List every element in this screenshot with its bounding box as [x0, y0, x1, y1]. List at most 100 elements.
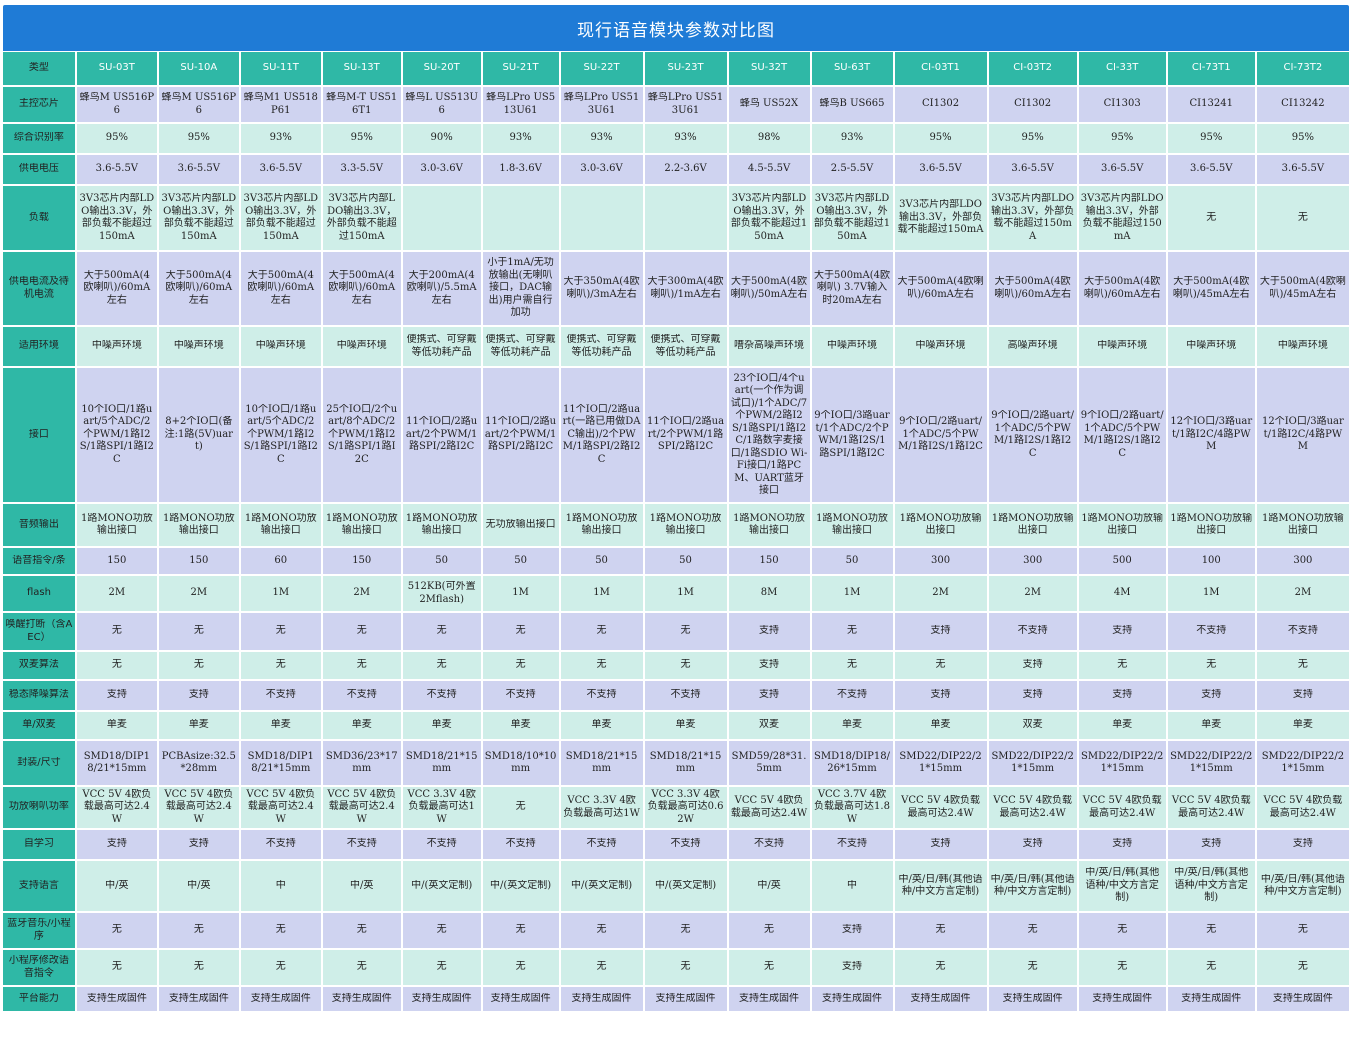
table-cell-text: 无 — [275, 659, 286, 671]
table-cell-text: 无功放输出接口 — [485, 518, 556, 530]
table-cell-text: 蜂鸟LPro US513U61 — [486, 92, 556, 116]
table-cell-text: 300 — [1293, 554, 1313, 566]
table-cell-text: 中噪声环境 — [915, 340, 966, 352]
model-header-text: SU-23T — [667, 62, 704, 74]
row-label-text: 唤醒打断（含AEC） — [5, 619, 73, 643]
table-cell-text: 50 — [595, 554, 608, 566]
row-label: 支持语言 — [3, 861, 75, 911]
table-cell: 3.6-5.5V — [76, 155, 157, 184]
table-row: 接口 10个IO口/1路uart/5个ADC/2个PWM/1路I2S/1路SPI/… — [3, 368, 1349, 502]
table-cell: 不支持 — [560, 830, 643, 859]
table-cell: 1路MONO功放输出接口 — [76, 504, 157, 546]
table-cell: 无 — [1256, 913, 1349, 948]
table-cell-text: SMD18/21*15mm — [649, 750, 722, 775]
table-cell-text: 中噪声环境 — [827, 340, 877, 352]
table-cell-text: 中/英 — [757, 879, 781, 891]
table-cell-text: 大于500mA(4欧喇叭)/50mA左右 — [730, 276, 808, 300]
table-cell: 无 — [811, 652, 893, 679]
table-cell-text: 9个IO口/2路uart/1个ADC/5个PWM/1路I2S/1路I2C — [991, 410, 1075, 459]
table-cell: 3V3芯片内部LDO输出3.3V，外部负载不能超过150mA — [728, 186, 810, 250]
table-cell: 不支持 — [811, 681, 893, 710]
table-cell: 3.6-5.5V — [158, 155, 239, 184]
table-cell-text: 2M — [1294, 587, 1312, 599]
row-label: 主控芯片 — [3, 87, 75, 122]
table-cell-text: 单麦 — [1201, 719, 1222, 731]
table-cell-text: 大于500mA(4欧喇叭)/45mA左右 — [1259, 276, 1346, 300]
table-cell-text: 2M — [1024, 587, 1041, 599]
table-cell-text: 无 — [193, 625, 204, 637]
table-cell: 93% — [811, 124, 893, 153]
table-cell: 10个IO口/1路uart/5个ADC/2个PWM/1路I2S/1路SPI/1路… — [76, 368, 157, 502]
table-cell-text: 高噪声环境 — [1007, 340, 1058, 352]
model-header-text: CI-73T1 — [1191, 62, 1231, 74]
table-cell-text: 中/英/日/韩(其他语种/中文方言定制) — [1085, 867, 1160, 904]
table-cell: 1.8-3.6V — [482, 155, 559, 184]
table-cell: 支持 — [1167, 830, 1255, 859]
table-cell-text: 嘈杂高噪声环境 — [734, 340, 805, 352]
table-cell-text: 1路MONO功放输出接口 — [244, 512, 317, 537]
table-cell-text: 单麦 — [351, 719, 372, 731]
table-cell-text: 11个IO口/2路uart(一路已用做DAC输出)/2个PWM/1路SPI/2路… — [562, 403, 641, 465]
table-cell-text: 大于500mA(4欧喇叭)/60mA左右 — [897, 276, 984, 300]
table-cell: 中/英 — [158, 861, 239, 911]
comparison-table: 类型 SU-03T SU-10A SU-11T SU-13T SU-20T SU-21T SU… — [1, 50, 1351, 1013]
table-cell-text: 便携式、可穿戴等低功耗产品 — [650, 334, 721, 358]
table-cell: SMD18/21*15mm — [402, 741, 481, 785]
table-cell: 无 — [158, 950, 239, 985]
table-cell: 93% — [482, 124, 559, 153]
row-label-text: 小程序修改语音指令 — [8, 955, 69, 979]
table-cell-text: 无 — [1297, 961, 1308, 973]
table-cell: 150 — [322, 548, 401, 574]
table-cell: 无 — [728, 913, 810, 948]
table-cell-text: 支持 — [1022, 689, 1043, 701]
table-cell: 3V3芯片内部LDO输出3.3V，外部负载不能超过150mA — [1078, 186, 1166, 250]
table-cell: VCC 5V 4欧负载最高可达2.4W — [728, 787, 810, 828]
table-cell: 无 — [1078, 913, 1166, 948]
table-cell-text: 8+2个IO口(备注:1路(5V)uart) — [164, 416, 233, 453]
table-cell-text: 1路MONO功放输出接口 — [899, 512, 982, 537]
table-cell: 4.5-5.5V — [728, 155, 810, 184]
table-cell-text: VCC 5V 4欧负载最高可达2.4W — [1082, 795, 1162, 819]
table-cell-text: 1路MONO功放输出接口 — [733, 512, 805, 537]
table-cell-text: 支持 — [1112, 689, 1133, 701]
table-cell-text: 1路MONO功放输出接口 — [162, 512, 235, 537]
table-cell-text: 支持 — [759, 625, 780, 637]
table-cell: 中噪声环境 — [158, 327, 239, 366]
table-cell-text: 3.6-5.5V — [177, 163, 221, 175]
table-cell-text: 支持生成固件 — [1181, 992, 1242, 1004]
table-cell-text: 512KB(可外置2Mflash) — [407, 581, 476, 605]
table-cell-text: 1路MONO功放输出接口 — [816, 512, 888, 537]
table-cell-text: 单麦 — [591, 719, 612, 731]
table-cell-text: CI1302 — [922, 98, 960, 110]
table-cell: 50 — [560, 548, 643, 574]
table-cell-text: 支持 — [188, 838, 209, 850]
table-cell-text: 蜂鸟LPro US513U61 — [647, 92, 724, 116]
table-cell: 不支持 — [322, 830, 401, 859]
row-label-text: 语音指令/条 — [12, 554, 66, 566]
table-cell: 1M — [560, 576, 643, 611]
table-cell: 支持 — [1078, 830, 1166, 859]
row-label-text: 支持语言 — [18, 879, 59, 891]
table-cell: 单麦 — [402, 712, 481, 739]
table-cell: 支持 — [894, 681, 987, 710]
table-cell-text: 无 — [935, 659, 946, 671]
table-cell: 支持生成固件 — [240, 987, 321, 1011]
table-cell: 93% — [644, 124, 727, 153]
table-cell-text: 95% — [1291, 132, 1314, 144]
table-cell-text: 50 — [845, 554, 859, 566]
table-cell: SMD18/DIP18/21*15mm — [76, 741, 157, 785]
table-cell: 无功放输出接口 — [482, 504, 559, 546]
table-cell-text: 中噪声环境 — [173, 340, 224, 352]
model-header: SU-20T — [402, 52, 481, 85]
table-cell: 高噪声环境 — [988, 327, 1077, 366]
table-cell: 2M — [1256, 576, 1349, 611]
table-cell: 无 — [240, 613, 321, 650]
table-cell-text: 支持生成固件 — [910, 992, 971, 1004]
table-cell-text: PCBAsize:32.5*28mm — [161, 750, 236, 775]
table-cell-text: SMD18/21*15mm — [565, 750, 638, 775]
table-cell: 支持生成固件 — [482, 987, 559, 1011]
table-cell: 支持 — [811, 950, 893, 985]
table-cell-text: 无 — [275, 625, 286, 637]
table-cell-text: 3.6-5.5V — [95, 163, 139, 175]
table-cell-text: 50 — [435, 554, 449, 566]
